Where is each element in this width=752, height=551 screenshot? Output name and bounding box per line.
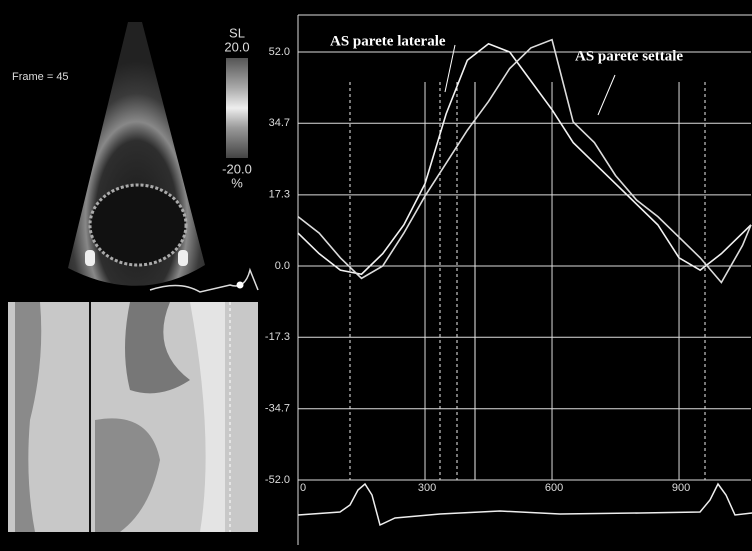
colorbar-unit: % — [231, 175, 243, 190]
y-tick-label: 52.0 — [269, 46, 290, 58]
annotation: AS parete laterale — [330, 33, 446, 49]
y-tick-label: -52.0 — [265, 474, 290, 486]
x-tick-label: 300 — [418, 482, 436, 494]
ventricle — [90, 185, 186, 265]
x-tick-label: 600 — [545, 482, 563, 494]
x-tick-label: 900 — [672, 482, 690, 494]
x-tick-label: 0 — [300, 482, 306, 494]
annotation: AS parete settale — [575, 48, 683, 64]
y-tick-label: 0.0 — [275, 260, 290, 272]
marker — [85, 250, 95, 266]
ecg-cursor — [237, 282, 244, 289]
colorbar — [226, 58, 248, 158]
screen: Frame = 45 SL 20.0 -20.0 % AS parete lat… — [0, 0, 752, 546]
colorbar-min: -20.0 — [222, 161, 252, 176]
colorbar-title: SL — [229, 25, 245, 40]
y-tick-label: 34.7 — [269, 117, 290, 129]
colorbar-max: 20.0 — [224, 39, 249, 54]
page: Frame = 45 SL 20.0 -20.0 % AS parete lat… — [0, 0, 752, 551]
y-tick-label: -34.7 — [265, 403, 290, 415]
y-tick-label: 17.3 — [269, 189, 290, 201]
marker — [178, 250, 188, 266]
y-tick-label: -17.3 — [265, 331, 290, 343]
frame-label: Frame = 45 — [12, 71, 69, 83]
